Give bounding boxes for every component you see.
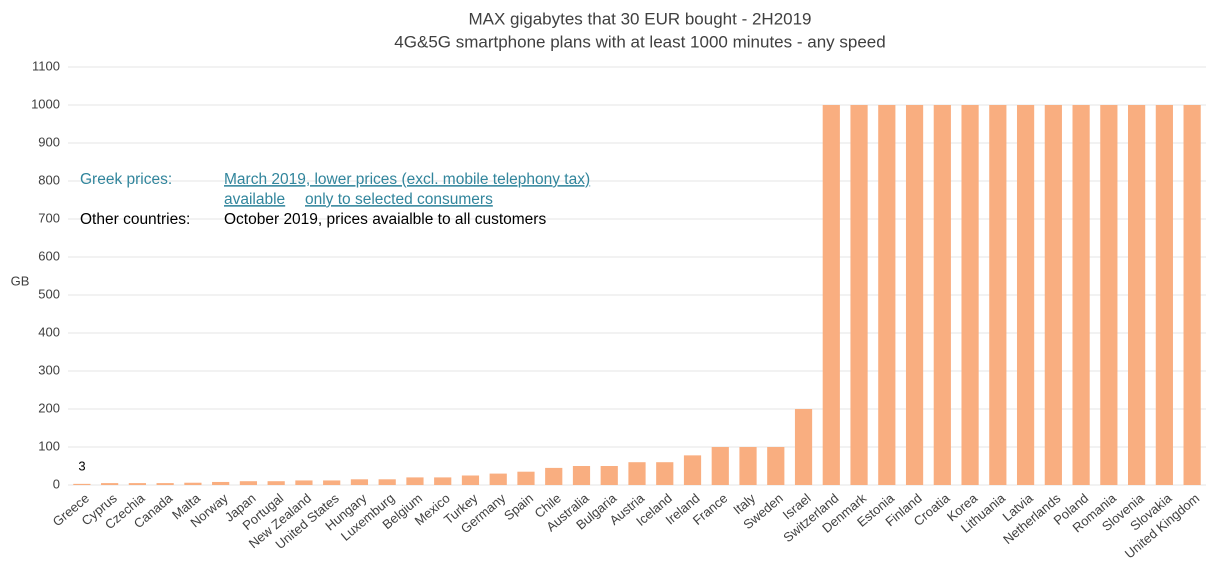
bar — [517, 471, 535, 485]
bar — [656, 462, 674, 485]
y-tick-label: 1100 — [32, 58, 60, 73]
bar — [933, 105, 951, 485]
bar — [350, 479, 369, 485]
y-tick-label: 100 — [38, 438, 60, 453]
annotation: Greek prices: — [80, 171, 172, 188]
bar — [1100, 105, 1118, 485]
y-tick-label: 300 — [38, 362, 60, 377]
annotation: Other countries: — [80, 211, 190, 228]
bar — [545, 467, 563, 485]
bar — [1016, 105, 1035, 485]
y-tick-label: 700 — [38, 210, 60, 225]
bar — [184, 482, 202, 485]
bar — [73, 483, 91, 485]
bar — [239, 481, 258, 485]
bar — [489, 473, 507, 485]
bar — [767, 447, 785, 485]
bar — [961, 105, 979, 485]
y-axis-label: GB — [11, 273, 30, 288]
annotation: March 2019, lower prices (excl. mobile t… — [224, 171, 590, 188]
bar — [434, 477, 452, 485]
bar — [628, 462, 646, 485]
chart-subtitle: 4G&5G smartphone plans with at least 100… — [394, 32, 885, 51]
bar — [1183, 105, 1201, 485]
x-tick-label: Spain — [501, 490, 536, 523]
chart-title: MAX gigabytes that 30 EUR bought - 2H201… — [468, 9, 811, 28]
bar — [1072, 105, 1090, 485]
annotation: only to selected consumers — [305, 191, 493, 208]
bar — [1044, 105, 1062, 485]
bar — [878, 105, 896, 485]
bar — [378, 479, 396, 485]
bar — [739, 447, 757, 485]
bar — [1155, 105, 1173, 485]
y-tick-label: 0 — [53, 476, 60, 491]
bar — [905, 105, 924, 485]
annotation: October 2019, prices avaialble to all cu… — [224, 211, 546, 228]
bar — [156, 483, 174, 485]
y-tick-label: 200 — [38, 400, 60, 415]
bar — [406, 477, 424, 485]
bar — [212, 481, 230, 485]
bar — [461, 475, 480, 485]
y-tick-label: 500 — [38, 286, 60, 301]
bar — [711, 447, 729, 485]
bar — [989, 105, 1007, 485]
bar — [101, 483, 119, 485]
annotation: available — [224, 191, 285, 208]
data-label: 3 — [78, 458, 85, 473]
bar — [850, 105, 868, 485]
y-tick-label: 800 — [38, 172, 60, 187]
bar — [323, 480, 341, 485]
bar — [794, 409, 813, 485]
bar — [822, 105, 840, 485]
bar — [128, 483, 146, 485]
y-tick-label: 900 — [38, 134, 60, 149]
bar — [572, 466, 591, 485]
bar — [295, 480, 313, 485]
bar — [600, 466, 618, 485]
y-tick-label: 400 — [38, 324, 60, 339]
y-tick-label: 1000 — [31, 96, 60, 111]
bar — [683, 455, 702, 485]
y-tick-label: 600 — [38, 248, 60, 263]
bar — [267, 481, 285, 485]
bar — [1128, 105, 1146, 485]
